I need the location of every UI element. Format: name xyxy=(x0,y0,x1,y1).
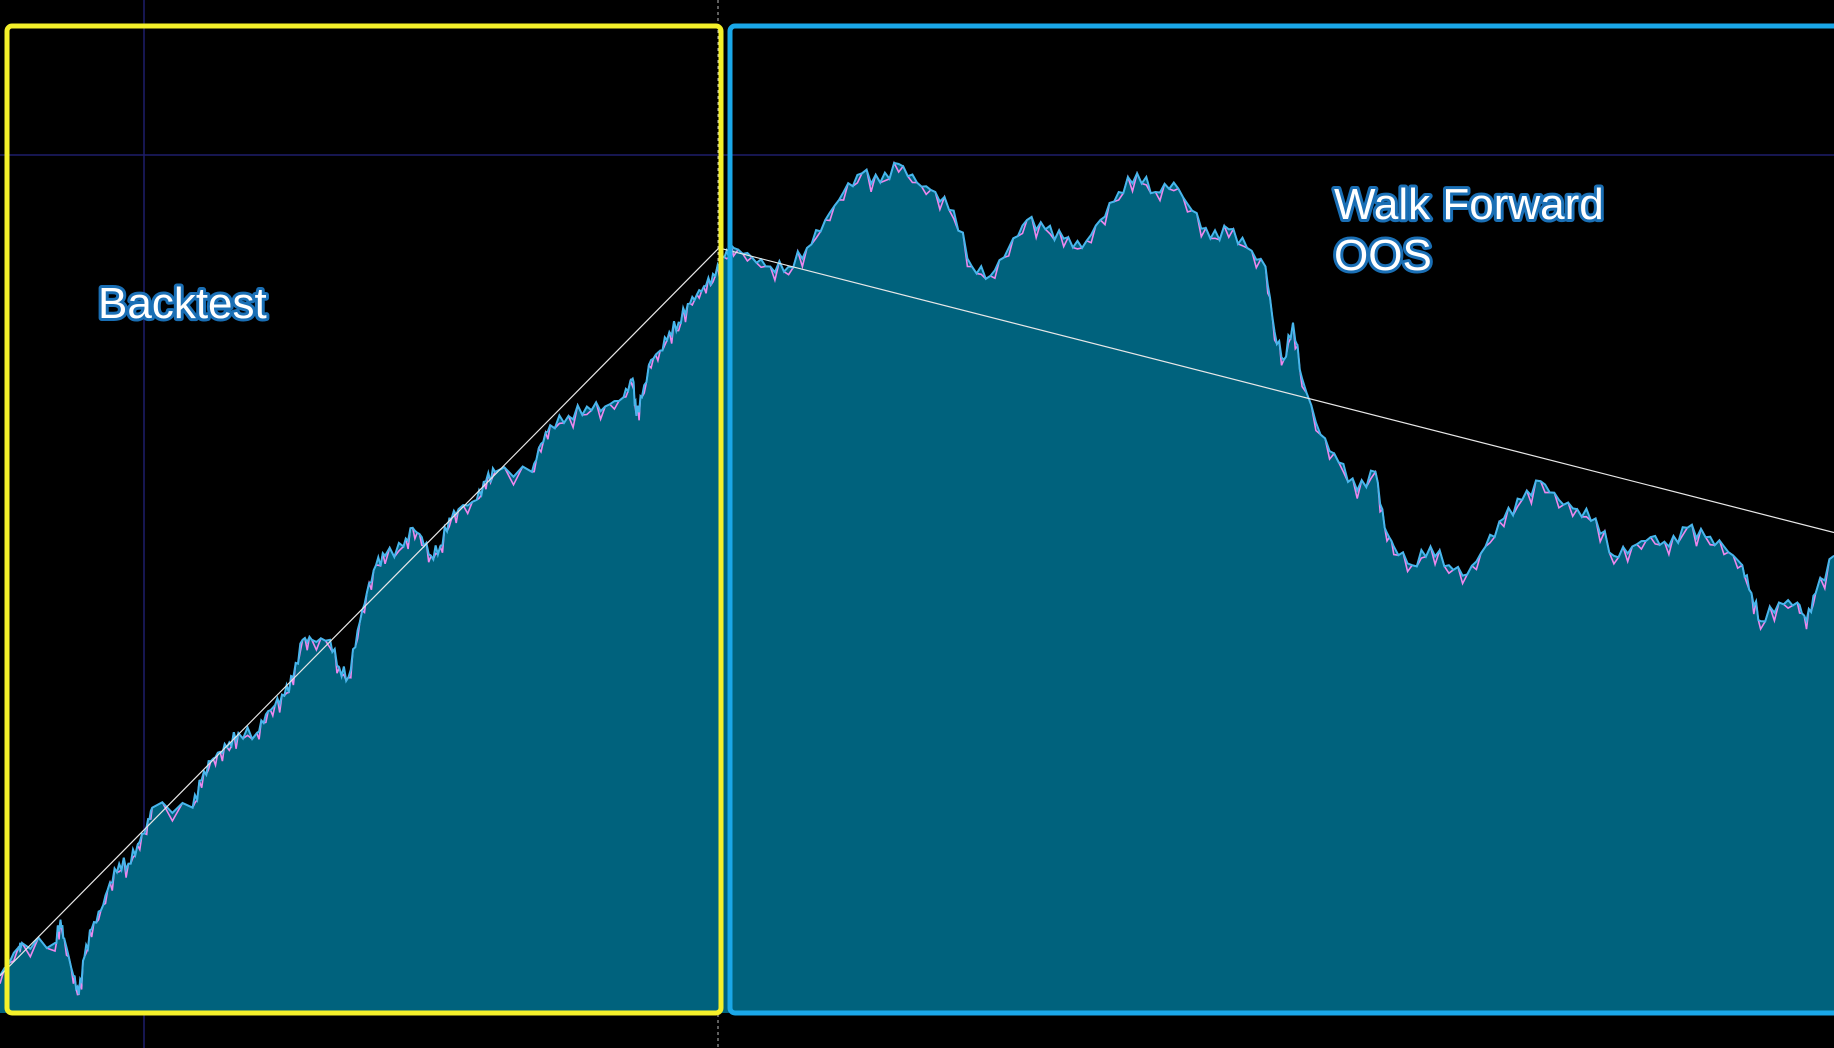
backtest-region-box xyxy=(4,23,724,1016)
backtest-label: Backtest xyxy=(98,279,267,328)
equity-area xyxy=(0,162,1834,1013)
walk-forward-oos-region-box xyxy=(727,23,1834,1016)
walk-forward-label: Walk Forward xyxy=(1334,180,1604,229)
backtest-trendline xyxy=(0,247,720,977)
oos-label: OOS xyxy=(1334,231,1432,280)
oos-trendline xyxy=(718,247,1834,534)
